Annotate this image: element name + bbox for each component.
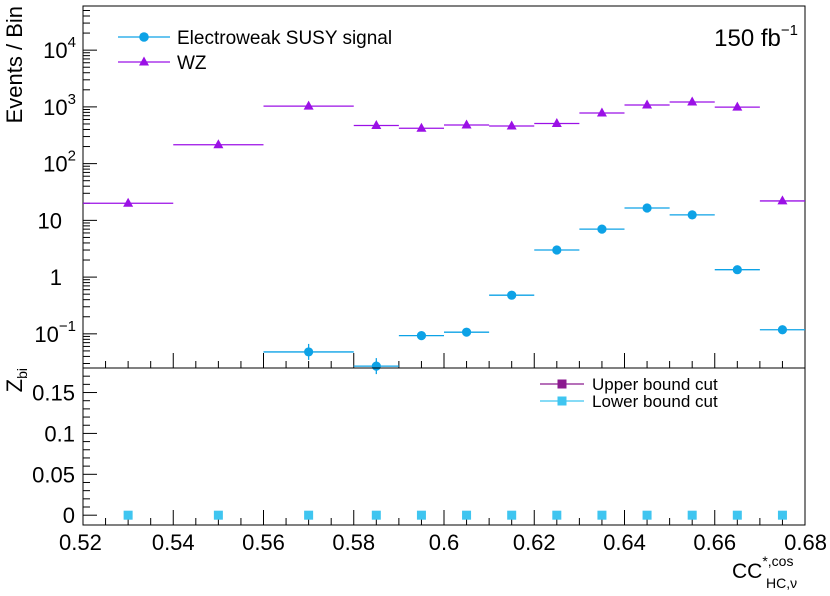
top-y-tick-label: 102 — [43, 148, 76, 177]
signal-point — [687, 210, 697, 220]
wz-point — [596, 107, 607, 117]
top-y-tick-label: 104 — [43, 34, 76, 63]
signal-point — [597, 224, 607, 234]
legend-entry-upper-bound: Upper bound cut — [540, 375, 718, 394]
signal-series — [263, 203, 805, 375]
lower-bound-point — [371, 510, 381, 520]
x-tick-label: 0.52 — [59, 530, 102, 555]
legend-upper-label: Upper bound cut — [592, 375, 718, 394]
bottom-y-tick-label: 0.1 — [44, 421, 75, 446]
top-y-tick-base: 10 — [43, 95, 67, 120]
wz-point — [506, 120, 517, 130]
wz-point — [687, 96, 698, 106]
signal-point — [642, 203, 652, 213]
wz-point — [123, 197, 134, 207]
signal-point — [371, 361, 381, 371]
top-y-tick-label: 1 — [50, 265, 62, 290]
bottom-panel: 0 0.05 0.1 0.15 0.52 0.54 0.56 0.58 0.6 0.62 0.64 0… — [2, 367, 827, 591]
legend-upper-marker — [557, 379, 567, 389]
x-tick-label: 0.66 — [693, 530, 736, 555]
x-tick-label: 0.62 — [513, 530, 556, 555]
signal-point — [732, 265, 742, 275]
x-axis-label: CC*,cos HC,ν — [732, 553, 797, 591]
top-y-tick-label: 10 — [38, 208, 62, 233]
lower-bound-point — [304, 510, 314, 520]
legend-wz-marker — [139, 56, 149, 66]
x-tick-label: 0.56 — [242, 530, 285, 555]
wz-point — [732, 101, 743, 111]
wz-point — [777, 195, 788, 205]
wz-point — [303, 100, 314, 110]
top-data-marks — [83, 96, 805, 375]
wz-point — [213, 139, 224, 149]
top-y-tick-label: 10−1 — [34, 318, 76, 347]
wz-point — [416, 122, 427, 132]
top-y-tick-exponent: −1 — [59, 318, 76, 335]
x-tick-label: 0.54 — [152, 530, 195, 555]
bottom-y-tick-label: 0.05 — [32, 462, 75, 487]
lower-bound-point — [552, 510, 562, 520]
legend-wz-label: WZ — [177, 53, 207, 74]
bottom-legend: Upper bound cut Lower bound cut — [540, 375, 718, 411]
wz-point — [461, 119, 472, 129]
bottom-y-tick-label: 0.15 — [32, 381, 75, 406]
top-y-tick-exponent: 3 — [68, 91, 76, 108]
legend-entry-wz: WZ — [118, 53, 207, 74]
wz-point — [642, 99, 653, 109]
top-y-axis-label: Events / Bin — [2, 6, 27, 123]
x-tick-label: 0.6 — [429, 530, 460, 555]
bottom-axis-ticks: 0 0.05 0.1 0.15 0.52 0.54 0.56 0.58 0.6 0.62 0.64 0… — [32, 367, 827, 555]
lower-bound-point — [597, 510, 607, 520]
lower-bound-point — [732, 510, 742, 520]
lower-bound-point — [416, 510, 426, 520]
top-y-tick-base: 10 — [43, 152, 67, 177]
wz-point — [371, 119, 382, 129]
legend-entry-signal: Electroweak SUSY signal — [118, 28, 392, 49]
signal-point — [416, 331, 427, 341]
lower-bound-point — [687, 510, 697, 520]
lower-bound-point — [213, 510, 223, 520]
x-tick-label: 0.58 — [332, 530, 375, 555]
signal-point — [461, 327, 472, 337]
top-y-tick-base: 10 — [38, 208, 62, 233]
legend-lower-label: Lower bound cut — [592, 392, 718, 411]
top-y-tick-label: 103 — [43, 91, 76, 120]
signal-point — [777, 325, 788, 335]
lower-bound-point — [123, 510, 133, 520]
lower-bound-point — [777, 510, 787, 520]
signal-point — [304, 347, 314, 357]
top-y-tick-exponent: 4 — [68, 34, 76, 51]
signal-point — [507, 290, 517, 300]
lower-bound-series — [123, 510, 787, 520]
top-y-tick-base: 1 — [50, 265, 62, 290]
luminosity-label: 150 fb−1 — [714, 22, 798, 52]
legend-entry-lower-bound: Lower bound cut — [540, 392, 718, 411]
lower-bound-point — [507, 510, 517, 520]
top-y-tick-base: 10 — [43, 38, 67, 63]
x-tick-label: 0.64 — [603, 530, 646, 555]
signal-point — [552, 245, 562, 255]
bottom-y-axis-label: Zbi — [2, 368, 30, 392]
lower-bound-point — [462, 510, 472, 520]
legend-signal-marker — [139, 32, 149, 42]
wz-series — [83, 96, 805, 207]
bottom-data-marks — [123, 510, 787, 520]
wz-point — [551, 117, 562, 127]
x-tick-label: 0.68 — [784, 530, 827, 555]
top-legend: Electroweak SUSY signal WZ — [118, 28, 392, 74]
top-y-tick-exponent: 2 — [68, 148, 76, 165]
bottom-y-tick-label: 0 — [63, 503, 75, 528]
top-y-tick-base: 10 — [34, 322, 58, 347]
lower-bound-point — [642, 510, 652, 520]
legend-signal-label: Electroweak SUSY signal — [177, 28, 392, 49]
legend-lower-marker — [557, 396, 567, 406]
